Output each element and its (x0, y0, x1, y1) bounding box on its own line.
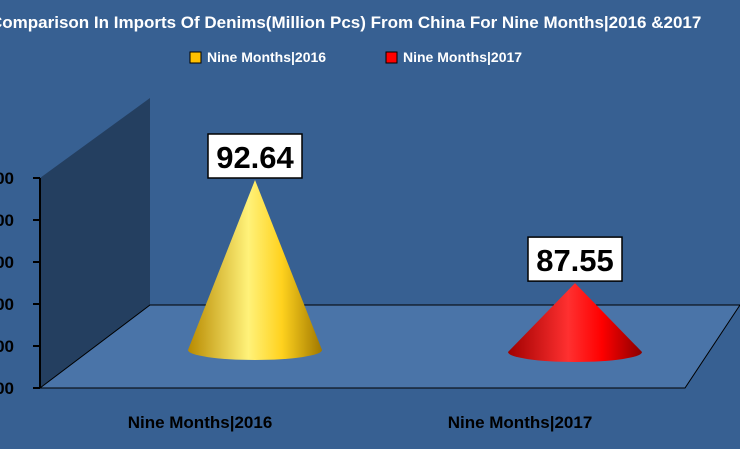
y-tick-label: 90.00 (0, 253, 14, 272)
cone-mark (188, 180, 322, 360)
legend-swatch-2017 (385, 51, 398, 64)
legend-swatch-2016 (189, 51, 202, 64)
legend-label-2016: Nine Months|2016 (207, 49, 326, 65)
x-tick-label: Nine Months|2016 (128, 413, 273, 432)
x-tick-label: Nine Months|2017 (448, 413, 593, 432)
data-label: 87.55 (536, 243, 614, 278)
y-tick-label: 86.00 (0, 337, 14, 356)
y-tick-label: 84.00 (0, 379, 14, 398)
data-label: 92.64 (216, 140, 294, 175)
legend-label-2017: Nine Months|2017 (403, 49, 522, 65)
data-label-box (527, 236, 623, 282)
data-label-box (207, 133, 303, 179)
cone-mark (508, 283, 642, 362)
cone-nine-months-2017: 87.55 (508, 236, 642, 362)
y-tick-label: 92.00 (0, 211, 14, 230)
y-tick-label: 88.00 (0, 295, 14, 314)
cone-nine-months-2016: 92.64 (188, 133, 322, 360)
legend: Nine Months|2016 Nine Months|2017 (189, 49, 522, 65)
y-tick-label: 94.00 (0, 169, 14, 188)
chart-title: Comparison In Imports Of Denims(Million … (0, 13, 701, 32)
back-wall (40, 98, 150, 388)
